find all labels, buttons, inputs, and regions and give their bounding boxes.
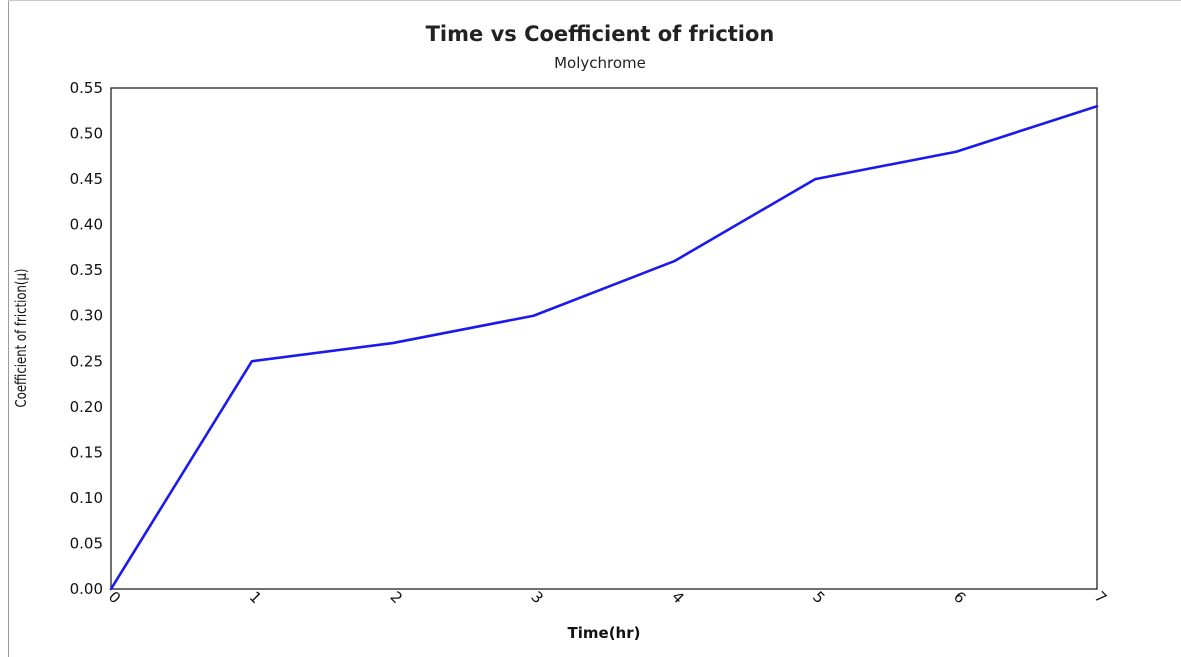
y-tick-label: 0.00 <box>70 580 103 598</box>
x-tick-label: 2 <box>387 588 406 607</box>
series-line <box>109 104 1099 591</box>
y-tick-label: 0.45 <box>70 170 103 188</box>
x-tick-label: 5 <box>809 588 828 607</box>
plot-area-frame <box>110 87 1098 590</box>
chart-subtitle: Molychrome <box>554 54 646 72</box>
chart-title: Time vs Coefficient of friction <box>426 22 775 46</box>
y-axis-label: Coefficient of friction(µ) <box>14 269 31 408</box>
x-tick-label: 0 <box>105 588 124 607</box>
y-tick-label: 0.20 <box>70 398 103 416</box>
x-tick-label: 6 <box>950 588 969 607</box>
y-tick-label: 0.05 <box>70 534 103 552</box>
y-axis-ticks: 0.00 0.05 0.10 0.15 0.20 0.25 0.30 0.35 0.40 0.45… <box>70 79 103 598</box>
x-axis-ticks: 0 1 2 3 4 5 6 7 <box>105 588 1110 607</box>
x-tick-label: 1 <box>246 588 265 607</box>
y-tick-label: 0.15 <box>70 443 103 461</box>
y-tick-label: 0.30 <box>70 307 103 325</box>
series-layer <box>109 104 1099 591</box>
y-tick-label: 0.25 <box>70 352 103 370</box>
y-tick-label: 0.50 <box>70 125 103 143</box>
frame-top-border <box>8 0 1181 1</box>
x-tick-label: 3 <box>527 588 546 607</box>
y-tick-label: 0.40 <box>70 216 103 234</box>
frame-left-border <box>8 0 9 657</box>
x-axis-label: Time(hr) <box>568 624 641 642</box>
y-tick-label: 0.10 <box>70 489 103 507</box>
y-tick-label: 0.55 <box>70 79 103 97</box>
x-tick-label: 7 <box>1091 588 1110 607</box>
y-tick-label: 0.35 <box>70 261 103 279</box>
x-tick-label: 4 <box>668 588 687 607</box>
